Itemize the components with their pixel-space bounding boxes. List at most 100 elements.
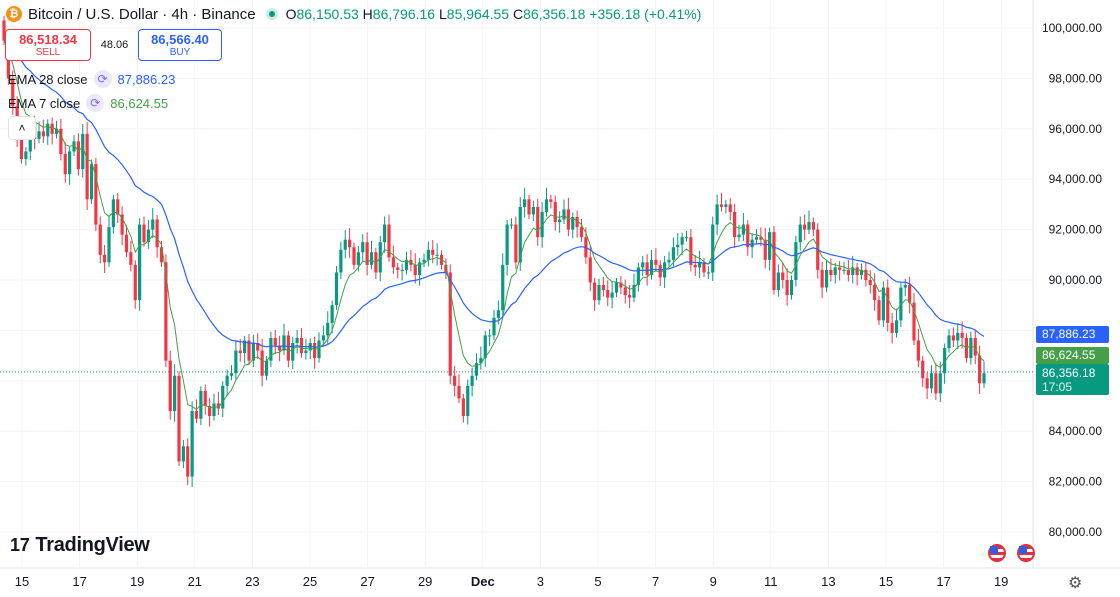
candle-body <box>645 262 649 275</box>
candle-body <box>754 237 759 240</box>
candle-body <box>418 262 422 275</box>
spread-value: 48.06 <box>100 39 129 51</box>
candle-body <box>348 239 352 248</box>
y-tick-label: 96,000.00 <box>1049 122 1103 136</box>
candle-body <box>960 332 964 338</box>
candle-body <box>969 337 973 359</box>
candle-body <box>925 378 929 389</box>
candle-body <box>321 335 325 341</box>
candle-body <box>610 292 614 298</box>
price-axis[interactable]: 100,000.00 98,000.00 96,000.00 94,000.00 92,… <box>1042 21 1102 539</box>
candle-body <box>457 385 461 399</box>
candle-body <box>597 285 601 301</box>
candle-body <box>479 358 483 364</box>
candle-body <box>719 204 724 207</box>
candle-body <box>273 337 277 346</box>
us-flag-event-icon[interactable] <box>1017 544 1035 562</box>
x-tick-label: 17 <box>72 574 86 589</box>
candle-body <box>238 350 242 354</box>
candle-body <box>448 272 452 376</box>
ema28-legend[interactable]: EMA 28 close ⟳ 87,886.23 <box>8 70 175 88</box>
candle-body <box>181 446 185 462</box>
bitcoin-icon: ₿ <box>6 6 22 22</box>
candle-body <box>243 340 247 354</box>
collapse-legend-button[interactable]: ˄ <box>8 116 36 140</box>
sell-button[interactable]: 86,518.34 SELL <box>5 29 91 61</box>
candle-body <box>501 264 505 311</box>
candle-body <box>63 154 67 175</box>
candle-body <box>890 322 894 333</box>
symbol-title[interactable]: Bitcoin / U.S. Dollar · 4h · Binance <box>28 5 256 23</box>
candle-body <box>938 373 942 394</box>
candle-body <box>383 224 387 243</box>
y-tick-label: 82,000.00 <box>1049 475 1103 489</box>
symbol-header: ₿ Bitcoin / U.S. Dollar · 4h · Binance O… <box>6 3 701 25</box>
candle-body <box>737 234 741 238</box>
candle-body <box>741 224 745 235</box>
candle-body <box>956 332 960 341</box>
low-value: 85,964.55 <box>446 6 510 22</box>
candle-body <box>264 360 269 376</box>
candle-body <box>689 237 693 265</box>
candle-body <box>142 224 146 243</box>
candle-body <box>361 242 365 253</box>
x-tick-label: 19 <box>130 574 144 589</box>
candle-body <box>619 282 623 288</box>
candle-body <box>838 267 842 270</box>
candle-body <box>251 343 255 361</box>
candle-body <box>724 204 728 207</box>
candle-body <box>833 267 837 275</box>
refresh-icon[interactable]: ⟳ <box>86 94 105 112</box>
candle-body <box>234 350 238 374</box>
candle-body <box>41 131 45 137</box>
candle-body <box>873 285 877 301</box>
candle-body <box>684 237 689 239</box>
candle-body <box>628 295 632 298</box>
time-axis[interactable]: 15 17 19 21 23 25 27 29 Dec 3 5 7 9 11 13 15 17 19 <box>15 574 1009 589</box>
candle-body <box>282 335 286 351</box>
candle-body <box>365 242 369 265</box>
settings-gear-icon[interactable]: ⚙ <box>1068 575 1083 592</box>
ohlc-readout: O86,150.53 H86,796.16 L85,964.55 C86,356… <box>286 6 702 22</box>
candle-body <box>540 211 544 238</box>
candle-body <box>855 267 859 275</box>
candle-body <box>76 141 80 170</box>
candle-body <box>671 247 675 260</box>
refresh-icon[interactable]: ⟳ <box>93 70 112 88</box>
candle-body <box>523 199 527 207</box>
candle-body <box>221 385 225 409</box>
candle-body <box>536 206 540 238</box>
candle-body <box>278 345 282 351</box>
candle-body <box>444 264 448 273</box>
candle-body <box>256 343 260 351</box>
candle-body <box>851 267 855 275</box>
y-tick-label: 92,000.00 <box>1049 223 1103 237</box>
candle-body <box>129 252 133 265</box>
close-label: C <box>512 6 524 22</box>
tradingview-logo[interactable]: 17 TradingView <box>10 534 150 557</box>
candle-body <box>973 337 977 356</box>
sell-price: 86,518.34 <box>19 32 77 47</box>
us-flag-event-icon[interactable] <box>988 544 1006 562</box>
grid-lines <box>0 0 1120 569</box>
x-tick-label: 27 <box>360 574 374 589</box>
candle-body <box>649 259 654 275</box>
candle-body <box>453 375 457 386</box>
candle-body <box>929 373 934 389</box>
candle-body <box>116 199 120 215</box>
candle-body <box>614 282 619 293</box>
buy-button[interactable]: 86,566.40 BUY <box>138 29 222 61</box>
candle-body <box>151 219 155 230</box>
candle-body <box>46 123 50 137</box>
candle-body <box>304 350 308 354</box>
candle-body <box>943 348 947 374</box>
candle-body <box>164 262 168 361</box>
candle-body <box>698 262 702 268</box>
ema7-legend[interactable]: EMA 7 close ⟳ 86,624.55 <box>8 94 168 112</box>
candle-body <box>208 406 212 417</box>
buy-label: BUY <box>169 47 191 58</box>
candle-body <box>24 151 28 160</box>
candle-body <box>492 317 496 336</box>
y-tick-label: 94,000.00 <box>1049 172 1103 186</box>
